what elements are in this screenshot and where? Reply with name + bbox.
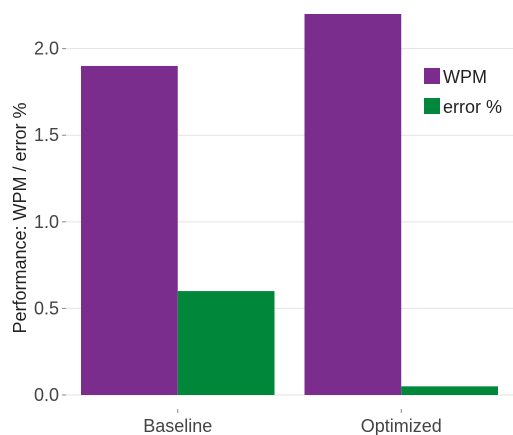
legend: WPM error %: [424, 67, 502, 117]
bar-wpm-optimized: [304, 14, 402, 395]
bar-error--optimized: [401, 386, 498, 395]
x-tick-label: Baseline: [143, 416, 212, 435]
legend-label: error %: [443, 97, 502, 117]
bar-wpm-baseline: [81, 65, 178, 396]
axes: 0.0 0.5 1.0 1.5 2.0 Baseline Optimized: [34, 39, 442, 435]
y-tick-label: 1.0: [34, 212, 59, 232]
y-tick-label: 2.0: [34, 39, 59, 59]
bars: [81, 14, 498, 396]
legend-swatch: [424, 98, 440, 114]
x-tick-label: Optimized: [361, 416, 442, 435]
y-tick-label: 0.5: [34, 298, 59, 318]
legend-swatch: [424, 68, 440, 84]
y-axis-title: Performance: WPM / error %: [10, 102, 30, 333]
bar-error--baseline: [177, 291, 275, 395]
y-tick-label: 0.0: [34, 385, 59, 405]
y-tick-label: 1.5: [34, 125, 59, 145]
legend-label: WPM: [443, 67, 487, 87]
